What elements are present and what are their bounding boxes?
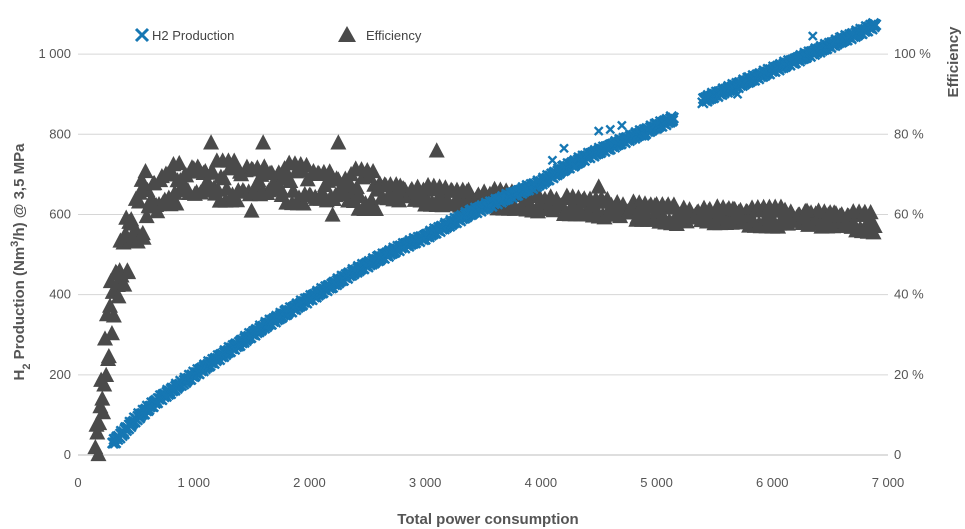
efficiency-point [137,162,154,179]
y2-tick-label: 60 % [894,206,924,221]
h2-production-series [106,17,882,449]
x-axis-ticks: 0 1 000 2 000 3 000 4 000 5 000 6 000 7 000 [74,475,904,490]
h2-production-point [593,126,604,136]
y-axis-title-superscript: 3 [9,241,21,247]
efficiency-point [282,172,299,188]
efficiency-point [295,195,312,211]
efficiency-point [98,366,115,383]
efficiency-point [243,202,260,218]
h2-production-point [869,19,882,31]
y2-tick-label: 100 % [894,46,931,61]
x-tick-label: 3 000 [409,475,442,490]
h2-production-point [605,124,616,135]
efficiency-point [163,163,180,179]
y-tick-label: 800 [49,126,71,141]
efficiency-point [105,307,122,323]
x-tick-label: 0 [74,475,81,490]
efficiency-point [103,324,120,341]
efficiency-point [96,376,113,392]
y-axis-title-subscript: 2 [21,363,33,369]
efficiency-point [95,404,112,420]
y-axis-title-part: Production (Nm [11,247,28,364]
h2-production-point [666,114,679,127]
y2-tick-label: 80 % [894,126,924,141]
efficiency-point [324,206,341,222]
efficiency-point [91,414,108,431]
efficiency-point [255,134,272,150]
y-tick-label: 0 [64,447,71,462]
efficiency-point [120,263,137,280]
efficiency-point [226,152,243,168]
x-tick-label: 5 000 [640,475,673,490]
y-axis-title-part: /h) @ 3,5 MPa [11,143,28,241]
efficiency-point [866,217,883,234]
efficiency-point [367,200,384,217]
efficiency-point [203,134,220,150]
x-tick-label: 1 000 [177,475,210,490]
legend: H2 Production Efficiency [134,26,422,43]
efficiency-point [298,156,315,173]
efficiency-point [229,192,246,208]
efficiency-point [330,134,347,150]
gridlines [78,53,888,456]
x-tick-label: 6 000 [756,475,789,490]
efficiency-point [590,178,607,194]
x-tick-label: 7 000 [872,475,905,490]
y2-tick-label: 40 % [894,287,924,302]
legend-item-h2: H2 Production [134,27,234,43]
x-axis-title: Total power consumption [397,511,578,528]
efficiency-point [89,424,106,440]
y-tick-label: 600 [49,206,71,221]
y-tick-label: 400 [49,287,71,302]
efficiency-point [168,195,185,211]
efficiency-point [135,229,152,245]
efficiency-point [272,180,289,196]
y2-axis-title: Efficiency [945,26,962,98]
h2-production-point [732,89,743,100]
h2-production-point [667,112,680,124]
legend-label-h2: H2 Production [152,28,234,43]
h2-production-point [807,31,818,41]
h2-production-point [617,120,627,131]
efficiency-point [138,207,155,224]
legend-item-efficiency: Efficiency [338,26,422,43]
y-tick-label: 200 [49,367,71,382]
legend-label-efficiency: Efficiency [366,28,422,43]
efficiency-point [171,154,188,171]
y2-tick-label: 0 [894,447,901,462]
efficiency-point [215,170,232,186]
y-axis-ticks: 0 200 400 600 800 1 000 [38,46,71,462]
y-axis-title: H2 Production (Nm3/h) @ 3,5 MPa [9,143,33,381]
efficiency-point [428,142,445,158]
h2-production-point [547,155,558,166]
h2-production-point [559,143,569,154]
efficiency-point [100,347,117,364]
x-tick-label: 2 000 [293,475,326,490]
efficiency-point [97,330,113,346]
h2-production-point [640,131,650,142]
efficiency-point [204,162,221,178]
x-marker-icon [134,27,150,43]
y2-axis-ticks: 0 20 % 40 % 60 % 80 % 100 % [894,46,931,462]
triangle-marker-icon [338,26,356,42]
y2-tick-label: 20 % [894,367,924,382]
efficiency-point [116,276,133,292]
efficiency-point [365,162,382,179]
efficiency-point [862,204,879,220]
efficiency-point [130,193,147,209]
efficiency-point [94,390,111,406]
efficiency-point [799,202,815,218]
y-tick-label: 1 000 [38,46,71,61]
x-tick-label: 4 000 [525,475,558,490]
h2-production-point [570,161,581,172]
efficiency-series [87,134,883,462]
efficiency-point [110,288,127,304]
y-axis-title-part: H [11,370,28,381]
efficiency-point [90,445,107,462]
